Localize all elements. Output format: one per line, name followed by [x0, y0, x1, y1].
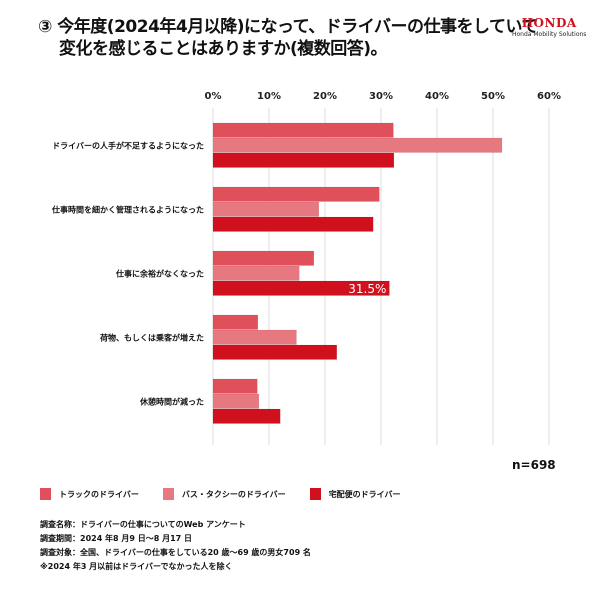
bar-1-1 [212, 201, 320, 217]
x-tick-label: 60% [537, 91, 561, 102]
legend-label: トラックのドライバー [59, 489, 139, 499]
category-label: 仕事時間を細かく管理されるようになった [51, 205, 204, 215]
bar-0-4 [212, 378, 258, 394]
bar-2-1 [212, 216, 374, 232]
bar-2-4 [212, 408, 281, 424]
x-tick-label: 50% [481, 91, 505, 102]
bar-1-3 [212, 329, 297, 345]
logo-sub: Honda Mobility Solutions [512, 31, 587, 38]
category-label: 荷物、もしくは乗客が増えた [99, 333, 204, 343]
x-tick-label: 40% [425, 91, 449, 102]
bar-1-4 [212, 393, 260, 409]
title-line-2: 変化を感じることはありますか(複数回答)。 [59, 39, 388, 59]
x-tick-label: 0% [205, 91, 222, 102]
category-label: 仕事に余裕がなくなった [115, 269, 204, 279]
bar-0-1 [212, 186, 380, 202]
honda-logo: HONDA Honda Mobility Solutions [512, 16, 586, 38]
x-tick-label: 20% [313, 91, 337, 102]
bar-chart: 0% 10% 20% 30% 40% 50% 60%ドライバーの人手が不足するようになった仕… [51, 91, 561, 445]
bar-1-0 [212, 137, 503, 153]
bar-2-0 [212, 152, 395, 168]
legend-label: 宅配便のドライバー [328, 489, 401, 499]
legend-swatch [309, 488, 321, 500]
note-survey-period: 調査期間：2024 年8 月9 日〜8 月17 日 [40, 534, 193, 543]
x-tick-label: 10% [257, 91, 281, 102]
legend-item-bus-taxi: バス・タクシーのドライバー [162, 488, 286, 500]
bar-1-2 [212, 265, 300, 281]
title-line-1: ③ 今年度(2024年4月以降)になって、ドライバーの仕事をしていて [38, 17, 538, 37]
category-label: ドライバーの人手が不足するようになった [52, 141, 204, 151]
note-survey-name: 調査名称：ドライバーの仕事についてのWeb アンケート [40, 520, 246, 529]
bar-2-3 [212, 344, 338, 360]
sample-size: n=698 [512, 458, 556, 472]
legend-label: バス・タクシーのドライバー [181, 489, 286, 499]
legend-item-truck: トラックのドライバー [40, 488, 139, 500]
legend-item-delivery: 宅配便のドライバー [309, 488, 401, 500]
category-label: 休憩時間が減った [139, 397, 204, 407]
bar-0-2 [212, 250, 315, 266]
x-tick-label: 30% [369, 91, 393, 102]
bar-0-0 [212, 122, 394, 138]
legend-swatch [40, 488, 51, 500]
data-label: 31.5% [348, 282, 386, 296]
bar-0-3 [212, 314, 259, 330]
survey-notes: 調査名称：ドライバーの仕事についてのWeb アンケート 調査期間：2024 年8… [40, 518, 311, 574]
legend: トラックのドライバー バス・タクシーのドライバー 宅配便のドライバー [40, 488, 401, 500]
bar-2-2 [212, 280, 390, 296]
note-survey-target: 調査対象：全国、ドライバーの仕事をしている20 歳〜69 歳の男女709 名 [40, 548, 311, 557]
note-exclusion: ※2024 年3 月以前はドライバーでなかった人を除く [40, 562, 233, 571]
chart-title: ③ 今年度(2024年4月以降)になって、ドライバーの仕事をしていて 変化を感じ… [38, 16, 538, 60]
legend-swatch [162, 488, 174, 500]
logo-brand: HONDA [521, 16, 577, 30]
